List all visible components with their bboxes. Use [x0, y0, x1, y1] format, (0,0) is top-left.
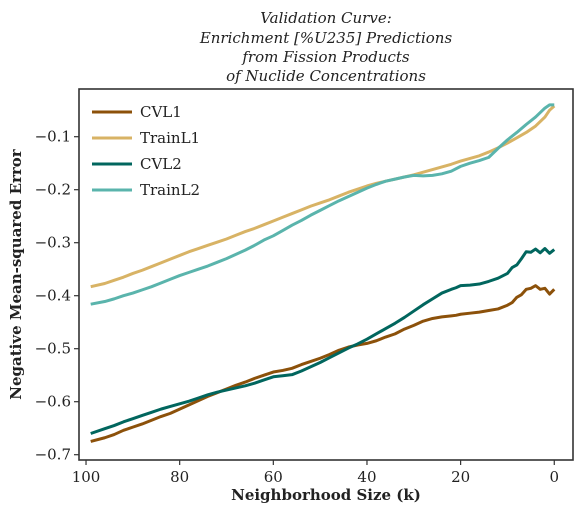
series-line-trainl1 [90, 104, 556, 289]
y-axis-label: Negative Mean-squared Error [7, 148, 25, 400]
legend: CVL1 TrainL1 CVL2 TrainL2 [92, 103, 200, 199]
y-tick-label: −0.4 [35, 287, 71, 305]
series-line-trainl2 [90, 103, 555, 306]
series-layer [90, 103, 556, 443]
x-tick-label: 0 [549, 468, 559, 486]
x-tick-label: 100 [72, 468, 101, 486]
y-axis-ticks: −0.7 −0.6 −0.5 −0.4 −0.3 −0.2 −0.1 [35, 128, 79, 464]
chart-title-line-3: from Fission Products [241, 48, 410, 66]
legend-label-trainl2: TrainL2 [140, 181, 200, 199]
x-axis-label: Neighborhood Size (k) [231, 486, 421, 504]
y-tick-label: −0.7 [35, 446, 71, 464]
legend-label-trainl1: TrainL1 [140, 129, 200, 147]
x-tick-label: 60 [264, 468, 283, 486]
chart-title-line-1: Validation Curve: [260, 9, 392, 27]
x-tick-label: 20 [451, 468, 470, 486]
y-tick-label: −0.2 [35, 181, 71, 199]
plot-frame [78, 88, 574, 461]
x-tick-label: 80 [170, 468, 189, 486]
chart-title-line-4: of Nuclide Concentrations [226, 67, 426, 85]
legend-label-cvl2: CVL2 [140, 155, 182, 173]
series-line-cvl1 [90, 284, 556, 443]
y-tick-label: −0.3 [35, 234, 71, 252]
chart-title: Validation Curve: Enrichment [%U235] Pre… [199, 9, 453, 85]
y-tick-label: −0.1 [35, 128, 71, 146]
series-line-cvl2 [90, 247, 556, 435]
x-tick-label: 40 [357, 468, 376, 486]
y-tick-label: −0.5 [35, 340, 71, 358]
x-axis-ticks: 100 80 60 40 20 0 [72, 460, 559, 486]
legend-label-cvl1: CVL1 [140, 103, 182, 121]
y-tick-label: −0.6 [35, 393, 71, 411]
chart-title-line-2: Enrichment [%U235] Predictions [199, 29, 453, 47]
